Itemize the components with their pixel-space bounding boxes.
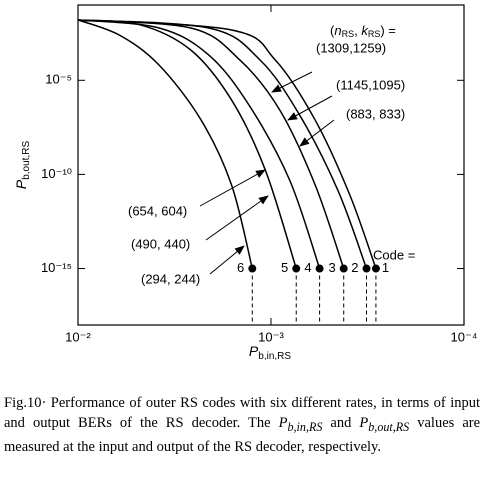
x-axis-label: Pb,in,RS — [249, 343, 291, 360]
legend-title-part: ( — [330, 23, 335, 38]
legend-title-part: RS — [342, 29, 355, 39]
curve — [77, 19, 345, 269]
legend-title-part: k — [361, 23, 369, 38]
y-label-base: P — [13, 179, 29, 189]
y-tick-label: 10⁻¹⁰ — [41, 166, 72, 181]
curve — [77, 19, 254, 269]
y-tick-label: 10⁻⁵ — [45, 72, 72, 87]
curve — [77, 19, 321, 269]
code-number: 1 — [382, 260, 389, 275]
curve — [77, 19, 368, 269]
legend-title-part: , — [354, 23, 361, 38]
caption-symbol-sub: b,out,RS — [368, 419, 410, 434]
chart: Pb,in,RS Pb,out,RS (nRS, kRS) = Code = 1… — [13, 4, 478, 360]
code-number: 2 — [351, 260, 358, 275]
y-tick-label: 10⁻¹⁵ — [41, 260, 72, 275]
curve — [77, 19, 297, 269]
code-number: 3 — [328, 260, 335, 275]
end-dot — [339, 264, 348, 273]
label-arrow — [205, 195, 269, 241]
caption-text: and — [322, 415, 360, 431]
series-label: (654, 604) — [128, 203, 187, 218]
label-arrow — [287, 95, 333, 121]
plot-frame — [77, 4, 465, 326]
caption-fig: Fig.10 — [4, 395, 42, 411]
legend-title: (nRS, kRS) = — [330, 23, 396, 39]
label-arrow — [209, 245, 245, 275]
caption-text: values are measured at the input and out… — [4, 415, 481, 455]
caption-symbol-sub: b,in,RS — [287, 419, 323, 434]
series-label: (490, 440) — [131, 236, 190, 251]
y-axis-label: Pb,out,RS — [13, 141, 32, 190]
caption-symbol: P — [278, 415, 288, 431]
label-arrow — [271, 71, 313, 93]
code-number: 6 — [237, 260, 244, 275]
code-number: 5 — [281, 260, 288, 275]
end-dot — [362, 264, 371, 273]
legend-title-part: RS — [368, 29, 381, 39]
x-tick-label: 10⁻² — [65, 329, 91, 344]
caption-text: Performance of outer RS codes with six d… — [4, 395, 480, 431]
end-dot — [371, 264, 380, 273]
caption-symbol: P — [359, 415, 369, 431]
label-arrow — [299, 119, 335, 147]
series-label: (1145,1095) — [336, 77, 405, 92]
caption-dot: · — [41, 395, 47, 411]
y-label-sub: b,out,RS — [21, 141, 32, 180]
code-label: Code = — [373, 247, 415, 262]
end-dot — [315, 264, 324, 273]
legend-title-part: n — [334, 23, 341, 38]
end-dot — [248, 264, 257, 273]
series-label: (883, 833) — [346, 106, 405, 121]
x-tick-label: 10⁻⁴ — [451, 329, 478, 344]
x-label-base: P — [249, 343, 259, 359]
caption: Fig.10· Performance of outer RS codes wi… — [4, 393, 480, 457]
series-label: (1309,1259) — [316, 40, 386, 55]
series-label: (294, 244) — [141, 271, 200, 286]
end-dot — [292, 264, 301, 273]
x-label-sub: b,in,RS — [258, 351, 291, 360]
code-number: 4 — [304, 260, 311, 275]
x-tick-label: 10⁻³ — [258, 329, 284, 344]
legend-title-part: ) = — [380, 23, 396, 38]
